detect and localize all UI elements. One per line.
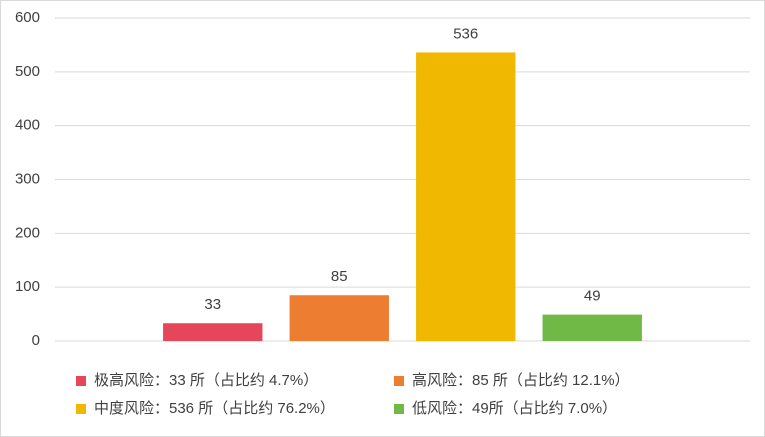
y-tick-label: 400 (15, 117, 40, 134)
bar (163, 323, 263, 341)
y-tick-label: 300 (15, 170, 40, 187)
legend-swatch (76, 376, 86, 386)
y-tick-label: 200 (15, 224, 40, 241)
legend-label: 中度风险：536 所（占比约 76.2%） (94, 400, 335, 417)
legend-swatch (394, 404, 404, 414)
y-tick-label: 500 (15, 63, 40, 80)
legend-swatch (76, 404, 86, 414)
legend-label: 极高风险：33 所（占比约 4.7%） (94, 372, 318, 389)
legend-label: 低风险：49所（占比约 7.0%） (412, 400, 617, 417)
data-label: 33 (204, 296, 221, 313)
legend-label: 高风险：85 所（占比约 12.1%） (412, 372, 630, 389)
bar (542, 314, 642, 341)
bar (416, 52, 516, 341)
legend-swatch (394, 376, 404, 386)
bar (289, 295, 389, 341)
y-tick-label: 0 (32, 332, 40, 349)
data-label: 536 (453, 25, 478, 42)
y-tick-label: 600 (15, 9, 40, 26)
y-tick-label: 100 (15, 278, 40, 295)
data-label: 49 (584, 288, 601, 305)
data-label: 85 (331, 268, 348, 285)
